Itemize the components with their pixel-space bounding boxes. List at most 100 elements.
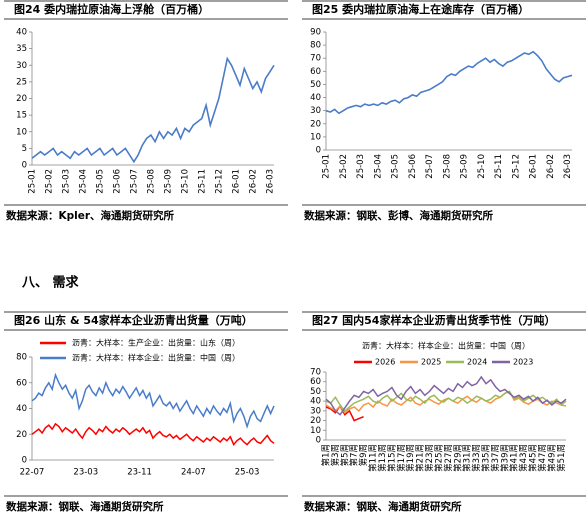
y-tick-label: 60 [310, 377, 321, 387]
x-tick-label: 第19周 [405, 444, 416, 472]
x-tick-label: 第25周 [433, 444, 444, 472]
y-tick-label: 20 [310, 416, 321, 426]
x-tick-label: 25-12 [511, 154, 521, 179]
y-tick-label: 70 [310, 54, 321, 64]
x-tick-label: 25-04 [373, 154, 383, 179]
x-tick-label: 第49周 [546, 444, 557, 472]
x-tick-label: 25-08 [442, 154, 452, 179]
x-tick-label: 23-03 [73, 468, 98, 478]
x-tick-label: 第23周 [424, 444, 435, 472]
y-tick-label: 20 [16, 430, 27, 440]
x-tick-label: 25-04 [78, 169, 88, 194]
y-tick-label: 0 [316, 146, 321, 156]
y-tick-label: 20 [310, 119, 321, 129]
y-tick-label: 0 [22, 161, 27, 171]
chart-title: 图26 山东 & 54家样本企业沥青出货量（万吨） [14, 313, 253, 327]
y-tick-label: 60 [310, 67, 321, 77]
x-tick-label: 25-03 [356, 154, 366, 179]
x-tick-label: 第41周 [509, 444, 520, 472]
series-line [325, 50, 573, 115]
x-tick-label: 第35周 [481, 444, 492, 472]
x-tick-label: 25-01 [322, 154, 332, 179]
y-tick-label: 10 [310, 426, 321, 436]
x-tick-label: 第47周 [537, 444, 548, 472]
y-tick-label: 15 [16, 111, 27, 121]
x-tick-label: 第9周 [358, 444, 369, 466]
legend-label: 2025 [421, 358, 441, 367]
x-tick-label: 第21周 [415, 444, 426, 472]
chart-title: 图27 国内54家样本企业沥青出货季节性（万吨） [312, 313, 555, 327]
x-tick-label: 第27周 [443, 444, 454, 472]
series-line [325, 390, 567, 412]
x-tick-label: 25-01 [28, 169, 38, 194]
series-line [31, 422, 275, 447]
source: 数据来源：钢联、海通期货研究所 [303, 500, 462, 513]
x-tick-label: 25-11 [494, 154, 504, 179]
x-tick-label: 25-05 [391, 154, 401, 179]
x-tick-label: 25-06 [408, 154, 418, 179]
x-tick-label: 25-08 [146, 169, 156, 194]
x-tick-label: 第3周 [330, 444, 341, 466]
legend-label: 2026 [375, 358, 395, 367]
x-tick-label: 25-11 [197, 169, 207, 194]
y-tick-label: 30 [310, 106, 321, 116]
x-tick-label: 23-11 [127, 468, 152, 478]
x-tick-label: 第11周 [368, 444, 379, 472]
x-tick-label: 第29周 [452, 444, 463, 472]
x-tick-label: 第43周 [518, 444, 529, 472]
x-tick-label: 25-09 [460, 154, 470, 179]
series-line [31, 56, 275, 164]
y-tick-label: 50 [310, 80, 321, 90]
y-tick-label: 50 [310, 387, 321, 397]
x-tick-label: 26-01 [231, 169, 241, 194]
y-tick-label: 5 [22, 144, 27, 154]
y-tick-label: 10 [310, 132, 321, 142]
x-tick-label: 第31周 [462, 444, 473, 472]
legend-label: 沥青：大样本：生产企业：出货量：山东（周） [72, 338, 240, 348]
y-tick-label: 80 [16, 353, 27, 363]
y-tick-label: 30 [16, 61, 27, 71]
source: 数据来源：钢联、海通期货研究所 [5, 500, 164, 513]
y-tick-label: 10 [16, 127, 27, 137]
y-tick-label: 40 [310, 93, 321, 103]
y-tick-label: 90 [310, 28, 321, 38]
x-tick-label: 25-05 [95, 169, 105, 194]
source: 数据来源：钢联、彭博、海通期货研究所 [303, 209, 493, 222]
x-tick-label: 第39周 [499, 444, 510, 472]
x-tick-label: 24-07 [181, 468, 206, 478]
x-tick-label: 第51周 [556, 444, 567, 472]
y-tick-label: 0 [316, 436, 321, 446]
series-line [325, 375, 567, 416]
y-tick-label: 80 [310, 41, 321, 51]
chart-title: 图24 委内瑞拉原油海上浮舱（百万桶） [14, 2, 209, 16]
y-tick-label: 35 [16, 44, 27, 54]
y-tick-label: 40 [16, 404, 27, 414]
x-tick-label: 25-07 [425, 154, 435, 179]
legend-label: 2023 [513, 358, 533, 367]
x-tick-label: 第17周 [396, 444, 407, 472]
x-tick-label: 25-10 [477, 154, 487, 179]
x-tick-label: 第13周 [377, 444, 388, 472]
x-tick-label: 26-03 [563, 154, 573, 179]
x-tick-label: 25-03 [61, 169, 71, 194]
series-line [325, 404, 364, 422]
legend-label: 2024 [467, 358, 487, 367]
x-tick-label: 第33周 [471, 444, 482, 472]
source: 数据来源：Kpler、海通期货研究所 [5, 209, 175, 222]
chart-title: 图25 委内瑞拉原油海上在途库存（百万桶） [312, 2, 529, 16]
x-tick-label: 第45周 [528, 444, 539, 472]
x-tick-label: 25-07 [129, 169, 139, 194]
section-heading: 八、 需求 [21, 275, 80, 291]
x-tick-label: 第15周 [386, 444, 397, 472]
x-tick-label: 25-03 [235, 468, 260, 478]
subtitle: 沥青：大样本：样本企业：出货量：中国（周） [362, 341, 530, 351]
x-tick-label: 26-03 [265, 169, 275, 194]
y-tick-label: 40 [310, 397, 321, 407]
x-tick-label: 第37周 [490, 444, 501, 472]
x-tick-label: 25-06 [112, 169, 122, 194]
y-tick-label: 70 [310, 368, 321, 378]
y-tick-label: 60 [16, 378, 27, 388]
x-tick-label: 第7周 [349, 444, 360, 466]
y-tick-label: 25 [16, 77, 27, 87]
